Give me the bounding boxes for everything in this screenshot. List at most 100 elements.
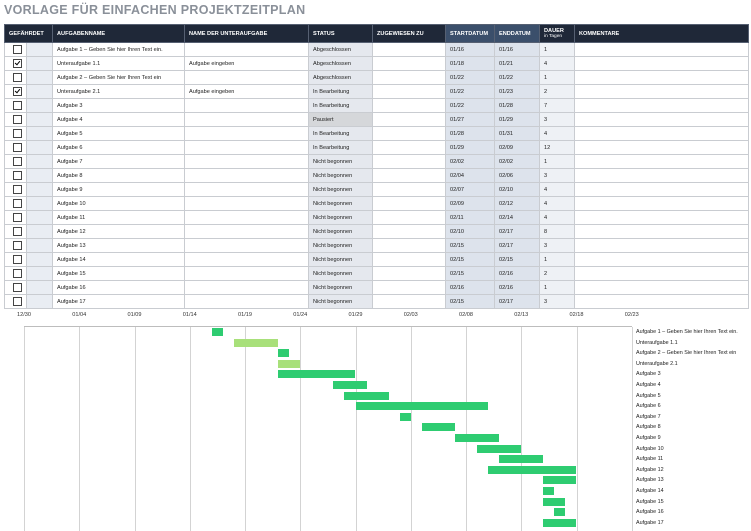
comment-cell[interactable] bbox=[574, 168, 749, 183]
comment-cell[interactable] bbox=[574, 140, 749, 155]
at-risk-checkbox-cell[interactable] bbox=[4, 182, 27, 197]
at-risk-checkbox-cell[interactable] bbox=[4, 252, 27, 267]
at-risk-checkbox-cell[interactable] bbox=[4, 224, 27, 239]
status-cell[interactable]: Nicht begonnen bbox=[308, 252, 373, 267]
status-cell[interactable]: Nicht begonnen bbox=[308, 238, 373, 253]
assigned-to-cell[interactable] bbox=[372, 168, 446, 183]
assigned-to-cell[interactable] bbox=[372, 84, 446, 99]
assigned-to-cell[interactable] bbox=[372, 294, 446, 309]
status-cell[interactable]: Nicht begonnen bbox=[308, 280, 373, 295]
comment-cell[interactable] bbox=[574, 238, 749, 253]
status-cell[interactable]: In Bearbeitung bbox=[308, 84, 373, 99]
assigned-to-cell[interactable] bbox=[372, 140, 446, 155]
at-risk-checkbox-cell[interactable] bbox=[4, 238, 27, 253]
comment-cell[interactable] bbox=[574, 98, 749, 113]
status-cell[interactable]: In Bearbeitung bbox=[308, 98, 373, 113]
at-risk-checkbox[interactable] bbox=[13, 115, 22, 124]
at-risk-checkbox-cell[interactable] bbox=[4, 294, 27, 309]
status-cell[interactable]: Nicht begonnen bbox=[308, 210, 373, 225]
assigned-to-cell[interactable] bbox=[372, 210, 446, 225]
at-risk-checkbox[interactable] bbox=[13, 129, 22, 138]
comment-cell[interactable] bbox=[574, 126, 749, 141]
gantt-gridline bbox=[79, 327, 81, 531]
comment-cell[interactable] bbox=[574, 154, 749, 169]
at-risk-checkbox-cell[interactable] bbox=[4, 56, 27, 71]
at-risk-checkbox-cell[interactable] bbox=[4, 280, 27, 295]
at-risk-checkbox-cell[interactable] bbox=[4, 98, 27, 113]
at-risk-checkbox-cell[interactable] bbox=[4, 140, 27, 155]
status-cell[interactable]: Nicht begonnen bbox=[308, 294, 373, 309]
at-risk-checkbox[interactable] bbox=[13, 227, 22, 236]
at-risk-checkbox-cell[interactable] bbox=[4, 84, 27, 99]
status-cell[interactable]: Pausiert bbox=[308, 112, 373, 127]
comment-cell[interactable] bbox=[574, 266, 749, 281]
comment-cell[interactable] bbox=[574, 252, 749, 267]
at-risk-checkbox-cell[interactable] bbox=[4, 126, 27, 141]
at-risk-checkbox[interactable] bbox=[13, 157, 22, 166]
status-cell[interactable]: Abgeschlossen bbox=[308, 70, 373, 85]
at-risk-checkbox[interactable] bbox=[13, 59, 22, 68]
status-cell[interactable]: Nicht begonnen bbox=[308, 224, 373, 239]
comment-cell[interactable] bbox=[574, 182, 749, 197]
assigned-to-cell[interactable] bbox=[372, 112, 446, 127]
status-cell[interactable]: In Bearbeitung bbox=[308, 126, 373, 141]
comment-cell[interactable] bbox=[574, 84, 749, 99]
assigned-to-cell[interactable] bbox=[372, 56, 446, 71]
status-cell[interactable]: Nicht begonnen bbox=[308, 196, 373, 211]
at-risk-checkbox-cell[interactable] bbox=[4, 70, 27, 85]
at-risk-checkbox[interactable] bbox=[13, 73, 22, 82]
assigned-to-cell[interactable] bbox=[372, 252, 446, 267]
status-cell[interactable]: Nicht begonnen bbox=[308, 266, 373, 281]
at-risk-checkbox[interactable] bbox=[13, 45, 22, 54]
comment-cell[interactable] bbox=[574, 196, 749, 211]
status-cell[interactable]: Nicht begonnen bbox=[308, 182, 373, 197]
at-risk-checkbox[interactable] bbox=[13, 199, 22, 208]
at-risk-checkbox[interactable] bbox=[13, 255, 22, 264]
status-cell[interactable]: Nicht begonnen bbox=[308, 168, 373, 183]
table-row: Aufgabe 5 In Bearbeitung 01/28 01/31 4 bbox=[4, 126, 749, 141]
comment-cell[interactable] bbox=[574, 70, 749, 85]
comment-cell[interactable] bbox=[574, 224, 749, 239]
comment-cell[interactable] bbox=[574, 56, 749, 71]
at-risk-checkbox[interactable] bbox=[13, 297, 22, 306]
at-risk-checkbox-cell[interactable] bbox=[4, 168, 27, 183]
assigned-to-cell[interactable] bbox=[372, 126, 446, 141]
assigned-to-cell[interactable] bbox=[372, 98, 446, 113]
at-risk-checkbox[interactable] bbox=[13, 87, 22, 96]
assigned-to-cell[interactable] bbox=[372, 154, 446, 169]
at-risk-checkbox-cell[interactable] bbox=[4, 42, 27, 57]
comment-cell[interactable] bbox=[574, 210, 749, 225]
status-cell[interactable]: Abgeschlossen bbox=[308, 42, 373, 57]
at-risk-checkbox[interactable] bbox=[13, 185, 22, 194]
at-risk-checkbox-cell[interactable] bbox=[4, 266, 27, 281]
status-cell[interactable]: Abgeschlossen bbox=[308, 56, 373, 71]
at-risk-checkbox[interactable] bbox=[13, 101, 22, 110]
at-risk-checkbox-cell[interactable] bbox=[4, 210, 27, 225]
task-name: Aufgabe 4 bbox=[52, 112, 185, 127]
at-risk-checkbox[interactable] bbox=[13, 241, 22, 250]
status-cell[interactable]: Nicht begonnen bbox=[308, 154, 373, 169]
at-risk-checkbox-cell[interactable] bbox=[4, 154, 27, 169]
assigned-to-cell[interactable] bbox=[372, 224, 446, 239]
at-risk-checkbox-cell[interactable] bbox=[4, 196, 27, 211]
comment-cell[interactable] bbox=[574, 42, 749, 57]
assigned-to-cell[interactable] bbox=[372, 70, 446, 85]
task-name: Aufgabe 12 bbox=[52, 224, 185, 239]
at-risk-checkbox[interactable] bbox=[13, 269, 22, 278]
status-cell[interactable]: In Bearbeitung bbox=[308, 140, 373, 155]
assigned-to-cell[interactable] bbox=[372, 238, 446, 253]
comment-cell[interactable] bbox=[574, 280, 749, 295]
assigned-to-cell[interactable] bbox=[372, 196, 446, 211]
assigned-to-cell[interactable] bbox=[372, 266, 446, 281]
gantt-gridline bbox=[521, 327, 523, 531]
at-risk-checkbox[interactable] bbox=[13, 213, 22, 222]
at-risk-checkbox[interactable] bbox=[13, 283, 22, 292]
at-risk-checkbox[interactable] bbox=[13, 171, 22, 180]
comment-cell[interactable] bbox=[574, 294, 749, 309]
at-risk-checkbox[interactable] bbox=[13, 143, 22, 152]
assigned-to-cell[interactable] bbox=[372, 280, 446, 295]
assigned-to-cell[interactable] bbox=[372, 42, 446, 57]
comment-cell[interactable] bbox=[574, 112, 749, 127]
assigned-to-cell[interactable] bbox=[372, 182, 446, 197]
at-risk-checkbox-cell[interactable] bbox=[4, 112, 27, 127]
